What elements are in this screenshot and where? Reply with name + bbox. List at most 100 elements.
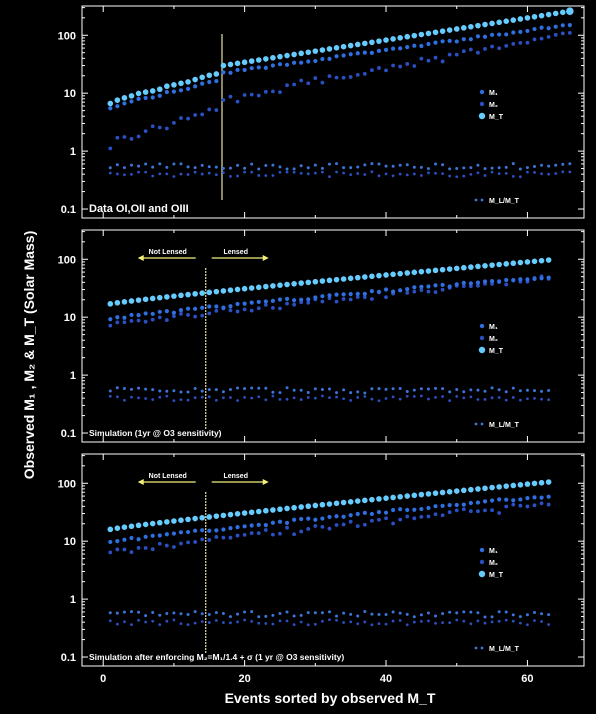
mt-point <box>213 288 220 295</box>
m1-point <box>115 315 120 320</box>
m1-point <box>412 507 417 512</box>
ratio-point <box>483 621 487 625</box>
m1-point <box>348 292 353 297</box>
ratio-point <box>257 174 261 177</box>
m2-point <box>207 107 212 112</box>
ratio-point <box>186 612 190 616</box>
legend-label: M_T <box>489 348 504 355</box>
m2-point <box>263 528 268 532</box>
ratio-point <box>108 171 112 175</box>
m1-point <box>405 507 410 513</box>
mt-point <box>128 298 135 304</box>
ratio-point <box>264 164 268 168</box>
mt-point <box>376 38 382 44</box>
ratio-point <box>356 172 360 175</box>
ratio-point <box>476 163 480 167</box>
m2-point <box>447 510 452 515</box>
m2-point <box>369 518 374 523</box>
mt-point <box>206 289 213 296</box>
ratio-point <box>504 610 508 614</box>
m2-point <box>249 92 254 97</box>
m1-point <box>405 286 410 292</box>
not-lensed-arrowhead <box>137 479 144 485</box>
m1-point <box>284 62 290 67</box>
mt-point <box>369 496 375 503</box>
ratio-point <box>518 389 522 393</box>
ratio-point <box>384 387 388 391</box>
m1-point <box>334 54 339 59</box>
ratio-point <box>335 162 339 166</box>
mt-point <box>383 272 389 278</box>
m1-point <box>270 298 276 303</box>
ratio-point <box>384 172 388 176</box>
ratio-point <box>455 175 459 179</box>
mt-point <box>376 272 382 279</box>
m2-point <box>433 512 438 517</box>
m1-point <box>426 41 431 47</box>
m2-point <box>320 299 325 304</box>
m2-point <box>271 532 275 537</box>
mt-point <box>277 53 283 60</box>
m1-point <box>341 53 346 58</box>
m1-point <box>497 497 502 502</box>
m2-point <box>362 522 367 527</box>
m2-point <box>419 288 424 293</box>
ratio-point <box>172 162 176 166</box>
ratio-point <box>398 611 402 615</box>
m1-point <box>482 279 488 284</box>
mt-point <box>199 74 205 81</box>
ratio-point <box>200 172 204 176</box>
m2-point <box>440 59 445 64</box>
m1-point <box>327 56 332 61</box>
ratio-point <box>490 170 494 174</box>
m1-point <box>327 293 332 298</box>
ratio-point <box>455 387 459 391</box>
legend-marker <box>479 89 485 95</box>
ratio-point <box>426 387 430 391</box>
m2-point <box>553 32 558 37</box>
panel-frame <box>81 453 585 667</box>
m1-point <box>369 289 374 294</box>
ratio-point <box>384 612 388 616</box>
m2-point <box>157 541 162 546</box>
ratio-point <box>398 163 402 167</box>
ratio-point <box>490 386 494 390</box>
ratio-point <box>448 174 452 178</box>
mt-point <box>510 482 517 489</box>
ratio-point <box>540 172 543 176</box>
ratio-point <box>123 620 126 624</box>
ratio-point <box>130 623 133 626</box>
ratio-point <box>151 610 155 614</box>
ratio-point <box>144 620 148 624</box>
ratio-point <box>511 613 515 617</box>
m1-point <box>504 277 509 283</box>
m2-point <box>263 302 268 307</box>
ratio-point <box>504 398 508 402</box>
ratio-point <box>412 615 416 619</box>
m2-point <box>271 89 275 94</box>
ratio-point <box>271 622 275 626</box>
mt-point <box>107 526 114 533</box>
mt-point <box>538 12 545 19</box>
m2-point <box>398 517 403 522</box>
ratio-legend-marker <box>480 198 484 202</box>
ratio-point <box>497 388 501 392</box>
m1-point <box>482 34 488 39</box>
mt-point <box>270 283 276 289</box>
m1-point <box>390 289 396 294</box>
ratio-point <box>115 611 119 615</box>
ratio-point <box>243 387 247 391</box>
m2-point <box>193 540 198 544</box>
m1-point <box>313 295 318 300</box>
mt-point <box>142 89 149 95</box>
ratio-point <box>554 163 558 167</box>
m1-point <box>193 528 198 533</box>
m2-point <box>164 543 169 548</box>
m2-point <box>504 43 509 48</box>
ratio-point <box>158 613 162 617</box>
ratio-point <box>448 621 452 625</box>
m1-point <box>546 275 551 280</box>
mt-point <box>524 15 531 21</box>
m1-point <box>383 510 389 515</box>
m2-point <box>504 282 509 287</box>
